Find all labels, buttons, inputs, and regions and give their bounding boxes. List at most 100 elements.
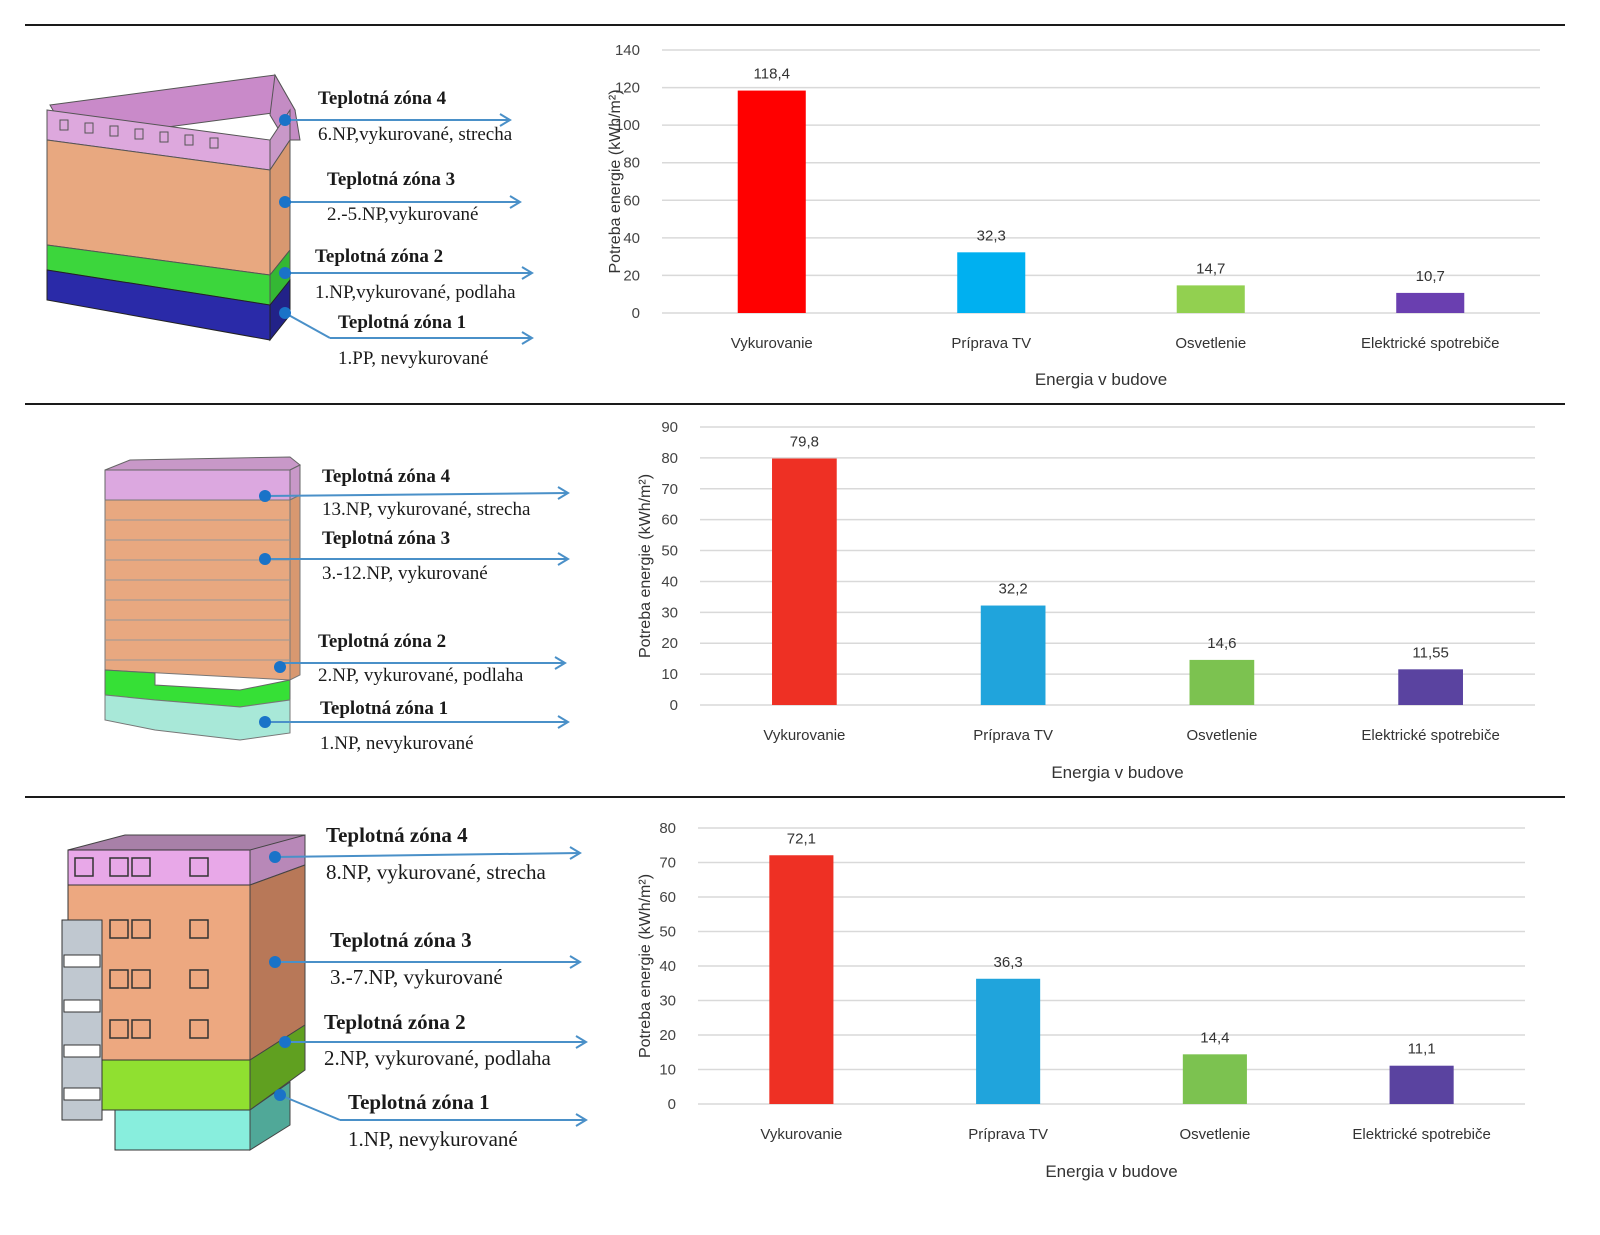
zone-3-title: Teplotná zóna 3 bbox=[322, 528, 451, 549]
y-tick-label: 40 bbox=[623, 230, 640, 247]
zone-2-description: 2.NP, vykurované, podlaha bbox=[324, 1046, 551, 1070]
data-label: 10,7 bbox=[1416, 268, 1445, 285]
zone-4-title: Teplotná zóna 4 bbox=[326, 823, 468, 847]
zone-2-title: Teplotná zóna 2 bbox=[315, 246, 444, 267]
data-label: 118,4 bbox=[754, 66, 790, 83]
data-label: 36,3 bbox=[994, 954, 1023, 971]
y-axis-title: Potreba energie (kWh/m²) bbox=[607, 89, 624, 273]
zone-1-title: Teplotná zóna 1 bbox=[338, 312, 467, 333]
zone-4-description: 6.NP,vykurované, strecha bbox=[318, 124, 513, 145]
bar-elektrick-spotrebi-e bbox=[1389, 1065, 1454, 1104]
energy-chart-1: 0 20 40 60 80 100 120 140 118,4 Vykurovanie 32,3 Pr… bbox=[600, 40, 1560, 405]
x-category-label: Elektrické spotrebiče bbox=[1361, 335, 1499, 352]
building-illustration-2 bbox=[104, 456, 570, 741]
bar-osvetlenie bbox=[1182, 1054, 1247, 1104]
x-category-label: Osvetlenie bbox=[1175, 335, 1246, 352]
bar-pr-prava-tv bbox=[957, 252, 1026, 313]
building-illustration-3 bbox=[61, 834, 588, 1151]
y-tick-label: 70 bbox=[659, 855, 676, 872]
separator-line bbox=[25, 403, 1565, 405]
zone-1-description: 1.PP, nevykurované bbox=[338, 348, 489, 369]
data-label: 72,1 bbox=[787, 830, 816, 847]
bar-vykurovanie bbox=[769, 855, 834, 1104]
y-tick-label: 80 bbox=[623, 155, 640, 172]
y-tick-label: 60 bbox=[659, 889, 676, 906]
zone-2-description: 1.NP,vykurované, podlaha bbox=[315, 282, 516, 303]
y-tick-label: 0 bbox=[670, 697, 678, 714]
zone-4-title: Teplotná zóna 4 bbox=[318, 88, 447, 109]
x-category-label: Príprava TV bbox=[968, 1126, 1048, 1143]
y-tick-label: 60 bbox=[661, 512, 678, 529]
zone-4-description: 8.NP, vykurované, strecha bbox=[326, 860, 546, 884]
data-label: 14,4 bbox=[1200, 1029, 1229, 1046]
energy-chart-2: 0 10 20 30 40 50 60 70 80 90 79,8 Vykurovanie 32,2 Pr… bbox=[630, 419, 1550, 795]
y-tick-label: 0 bbox=[632, 305, 640, 322]
zone-3-title: Teplotná zóna 3 bbox=[327, 169, 456, 190]
y-tick-label: 120 bbox=[615, 80, 640, 97]
x-category-label: Elektrické spotrebiče bbox=[1361, 727, 1499, 744]
y-tick-label: 40 bbox=[661, 573, 678, 590]
x-axis-title: Energia v budove bbox=[1035, 370, 1167, 389]
data-label: 14,7 bbox=[1196, 260, 1225, 277]
x-category-label: Elektrické spotrebiče bbox=[1352, 1126, 1490, 1143]
data-label: 11,55 bbox=[1412, 644, 1448, 661]
bar-elektrick-spotrebi-e bbox=[1398, 669, 1463, 705]
y-axis-title: Potreba energie (kWh/m²) bbox=[637, 874, 654, 1058]
zone-3-description: 3.-7.NP, vykurované bbox=[330, 965, 503, 989]
bar-osvetlenie bbox=[1176, 285, 1245, 313]
y-tick-label: 80 bbox=[659, 820, 676, 837]
zone-4-description: 13.NP, vykurované, strecha bbox=[322, 499, 531, 520]
y-tick-label: 100 bbox=[615, 117, 640, 134]
data-label: 11,1 bbox=[1408, 1041, 1436, 1058]
y-axis-title: Potreba energie (kWh/m²) bbox=[637, 474, 654, 658]
zone-1-description: 1.NP, nevykurované bbox=[320, 733, 474, 754]
zone-1-title: Teplotná zóna 1 bbox=[320, 698, 449, 719]
x-axis-title: Energia v budove bbox=[1045, 1162, 1177, 1181]
y-tick-label: 0 bbox=[668, 1096, 676, 1113]
x-category-label: Vykurovanie bbox=[760, 1126, 842, 1143]
separator-line bbox=[25, 796, 1565, 798]
zone-2-description: 2.NP, vykurované, podlaha bbox=[318, 665, 524, 686]
y-tick-label: 30 bbox=[659, 993, 676, 1010]
zone-3-description: 2.-5.NP,vykurované bbox=[327, 204, 479, 225]
data-label: 14,6 bbox=[1207, 635, 1236, 652]
y-tick-label: 20 bbox=[659, 1027, 676, 1044]
zone-1-title: Teplotná zóna 1 bbox=[348, 1090, 490, 1114]
y-tick-label: 40 bbox=[659, 958, 676, 975]
y-tick-label: 30 bbox=[661, 604, 678, 621]
x-category-label: Príprava TV bbox=[951, 335, 1031, 352]
bar-pr-prava-tv bbox=[976, 978, 1041, 1104]
bar-vykurovanie bbox=[772, 458, 837, 705]
separator-line bbox=[25, 24, 1565, 26]
data-label: 32,2 bbox=[999, 581, 1028, 598]
y-tick-label: 10 bbox=[661, 666, 678, 683]
zone-3-title: Teplotná zóna 3 bbox=[330, 928, 472, 952]
bar-osvetlenie bbox=[1189, 659, 1255, 705]
y-tick-label: 140 bbox=[615, 42, 640, 59]
bar-elektrick-spotrebi-e bbox=[1396, 292, 1465, 313]
x-category-label: Vykurovanie bbox=[731, 335, 813, 352]
x-category-label: Osvetlenie bbox=[1179, 1126, 1250, 1143]
y-tick-label: 50 bbox=[659, 924, 676, 941]
zone-1-description: 1.NP, nevykurované bbox=[348, 1127, 518, 1151]
y-tick-label: 50 bbox=[661, 543, 678, 560]
zone-4-title: Teplotná zóna 4 bbox=[322, 466, 451, 487]
bar-pr-prava-tv bbox=[980, 605, 1046, 705]
x-category-label: Vykurovanie bbox=[763, 727, 845, 744]
y-tick-label: 10 bbox=[659, 1062, 676, 1079]
bar-vykurovanie bbox=[737, 90, 806, 313]
zone-3-description: 3.-12.NP, vykurované bbox=[322, 563, 488, 584]
x-category-label: Osvetlenie bbox=[1186, 727, 1257, 744]
building-illustration-1 bbox=[46, 73, 534, 345]
energy-chart-3: 0 10 20 30 40 50 60 70 80 72,1 Vykurovanie 36,3 Príp… bbox=[630, 820, 1550, 1195]
y-tick-label: 60 bbox=[623, 192, 640, 209]
y-tick-label: 80 bbox=[661, 450, 678, 467]
data-label: 79,8 bbox=[790, 434, 819, 451]
y-tick-label: 20 bbox=[623, 267, 640, 284]
zone-2-title: Teplotná zóna 2 bbox=[324, 1010, 466, 1034]
y-tick-label: 70 bbox=[661, 481, 678, 498]
y-tick-label: 90 bbox=[661, 419, 678, 436]
x-axis-title: Energia v budove bbox=[1051, 763, 1183, 782]
zone-2-title: Teplotná zóna 2 bbox=[318, 631, 447, 652]
y-tick-label: 20 bbox=[661, 635, 678, 652]
